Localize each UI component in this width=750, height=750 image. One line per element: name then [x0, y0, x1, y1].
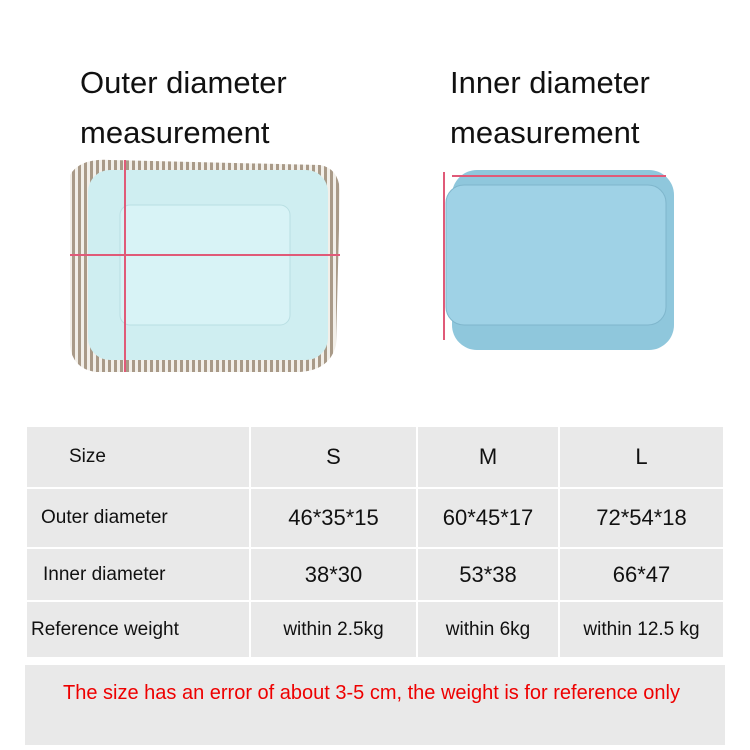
cell: within 12.5 kg [558, 600, 725, 659]
heading: Inner diameter measurement [450, 65, 650, 150]
heading: Outer diameter measurement [80, 65, 287, 150]
note: The size has an error of about 3-5 cm, t… [25, 665, 725, 745]
cell: S [249, 425, 418, 489]
table-row: Outer diameter 46*35*15 60*45*17 72*54*1… [25, 487, 725, 549]
cell: 66*47 [558, 547, 725, 602]
cell: Reference weight [25, 600, 251, 659]
cell: within 6kg [416, 600, 560, 659]
size-table: Size S M L Outer diameter 46*35*15 60*45… [25, 425, 725, 659]
cell: 60*45*17 [416, 487, 560, 549]
table-row: Reference weight within 2.5kg within 6kg… [25, 600, 725, 659]
cell: 72*54*18 [558, 487, 725, 549]
cell: L [558, 425, 725, 489]
cell: 46*35*15 [249, 487, 418, 549]
table-row: Inner diameter 38*30 53*38 66*47 [25, 547, 725, 602]
cell: within 2.5kg [249, 600, 418, 659]
cell: M [416, 425, 560, 489]
table-header: Size S M L [25, 425, 725, 489]
cell: Size [25, 425, 251, 489]
cell: Outer diameter [25, 487, 251, 549]
outer-bed [70, 159, 340, 372]
inner-cushion [443, 170, 674, 350]
cell: Inner diameter [25, 547, 251, 602]
cell: 38*30 [249, 547, 418, 602]
cell: 53*38 [416, 547, 560, 602]
product-images [70, 159, 674, 372]
